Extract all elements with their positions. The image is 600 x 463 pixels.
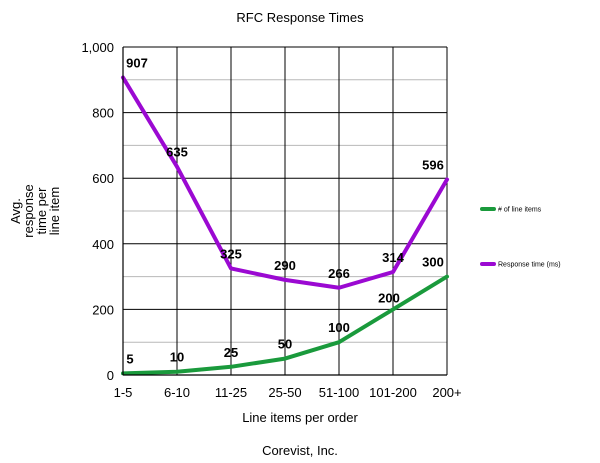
y-axis-label: Avg.responsetime perline item: [8, 184, 62, 237]
series-line-0: [121, 274, 449, 376]
data-label: 635: [166, 145, 188, 160]
y-tick-label: 800: [92, 106, 114, 121]
y-tick-label: 200: [92, 302, 114, 317]
data-label: 907: [126, 56, 148, 71]
data-label: 50: [278, 337, 292, 352]
x-tick-label: 101-200: [369, 385, 417, 400]
series-line-1: [121, 75, 449, 290]
series-lines: [121, 75, 449, 376]
y-tick-label: 1,000: [81, 40, 114, 55]
x-tick-label: 6-10: [164, 385, 190, 400]
data-label: 314: [382, 250, 404, 265]
data-label: 200: [378, 290, 400, 305]
x-tick-label: 200+: [432, 385, 461, 400]
data-label: 596: [422, 158, 444, 173]
legend-label: # of line items: [498, 207, 542, 214]
data-labels: 5 10 25 50 100 200 300 907 635 325 290 266 314 596: [126, 56, 444, 367]
data-label: 266: [328, 266, 350, 281]
data-label: 290: [274, 258, 296, 273]
chart-title: RFC Response Times: [236, 10, 364, 25]
data-label: 100: [328, 320, 350, 335]
legend-label: Response time (ms): [498, 262, 561, 269]
data-label: 5: [126, 351, 133, 366]
x-tick-label: 25-50: [268, 385, 301, 400]
x-axis-label: Line items per order: [242, 410, 358, 425]
footer-credit: Corevist, Inc.: [262, 443, 338, 458]
axes: 0 200 400 600 800 1,000 1-5 6-10 11-25 25-50 51-10…: [81, 40, 461, 400]
grid: [122, 46, 448, 376]
x-tick-label: 11-25: [215, 385, 247, 400]
y-tick-label: 0: [107, 368, 114, 383]
y-tick-label: 400: [92, 237, 114, 252]
x-tick-label: 1-5: [114, 385, 133, 400]
legend: # of line items Response time (ms): [480, 207, 561, 269]
data-label: 300: [422, 255, 444, 270]
x-tick-label: 51-100: [319, 385, 359, 400]
data-label: 10: [170, 350, 184, 365]
data-label: 325: [220, 246, 242, 261]
data-label: 25: [224, 345, 238, 360]
y-tick-label: 600: [92, 171, 114, 186]
